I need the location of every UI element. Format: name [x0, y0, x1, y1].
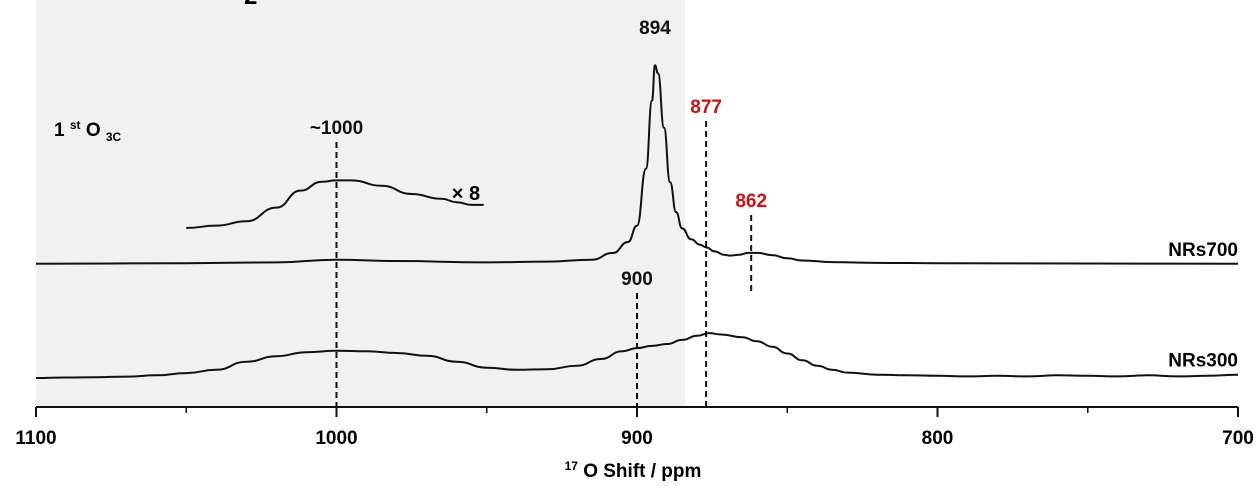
top-cut-glyph: 2 [244, 0, 257, 10]
inset-trace [186, 179, 484, 229]
region-label: 1 st O 3C [54, 113, 122, 144]
region-label-base: 1 [54, 120, 65, 141]
series-label-nrs300: NRs300 [1168, 351, 1238, 372]
series-line-nrs700 [35, 64, 1239, 265]
peak-label-approx-1000: ~1000 [310, 118, 363, 139]
peak-label-894: 894 [639, 18, 671, 39]
x-axis-title: 17 O Shift / ppm [565, 454, 702, 482]
region-label-sub: 3C [106, 130, 122, 144]
series-line-nrs300 [35, 332, 1239, 379]
peak-label-862: 862 [735, 191, 767, 212]
region-label-mid: O [86, 120, 101, 141]
peak-label-900: 900 [621, 269, 653, 290]
peak-label-877: 877 [690, 97, 722, 118]
x-ticks: 1100 1000 900 800 700 [15, 407, 1254, 449]
region-label-sup: st [70, 118, 81, 132]
x-tick-label: 700 [1222, 428, 1254, 449]
x-tick-label: 1100 [15, 428, 56, 449]
inset-scale-label: × 8 [452, 183, 480, 205]
series-layer: NRs700 NRs300 × 8 [35, 64, 1239, 379]
x-axis: 1100 1000 900 800 700 [15, 406, 1254, 449]
x-tick-label: 1000 [315, 428, 357, 449]
x-axis-title-sup: 17 [565, 459, 579, 473]
x-tick-label: 900 [621, 428, 653, 449]
annotations-layer: ~1000 894 877 862 900 [310, 18, 767, 407]
x-axis-title-main: O Shift / ppm [583, 461, 701, 482]
series-label-nrs700: NRs700 [1168, 240, 1238, 261]
x-tick-label: 800 [922, 428, 954, 449]
shaded-region [36, 0, 686, 407]
